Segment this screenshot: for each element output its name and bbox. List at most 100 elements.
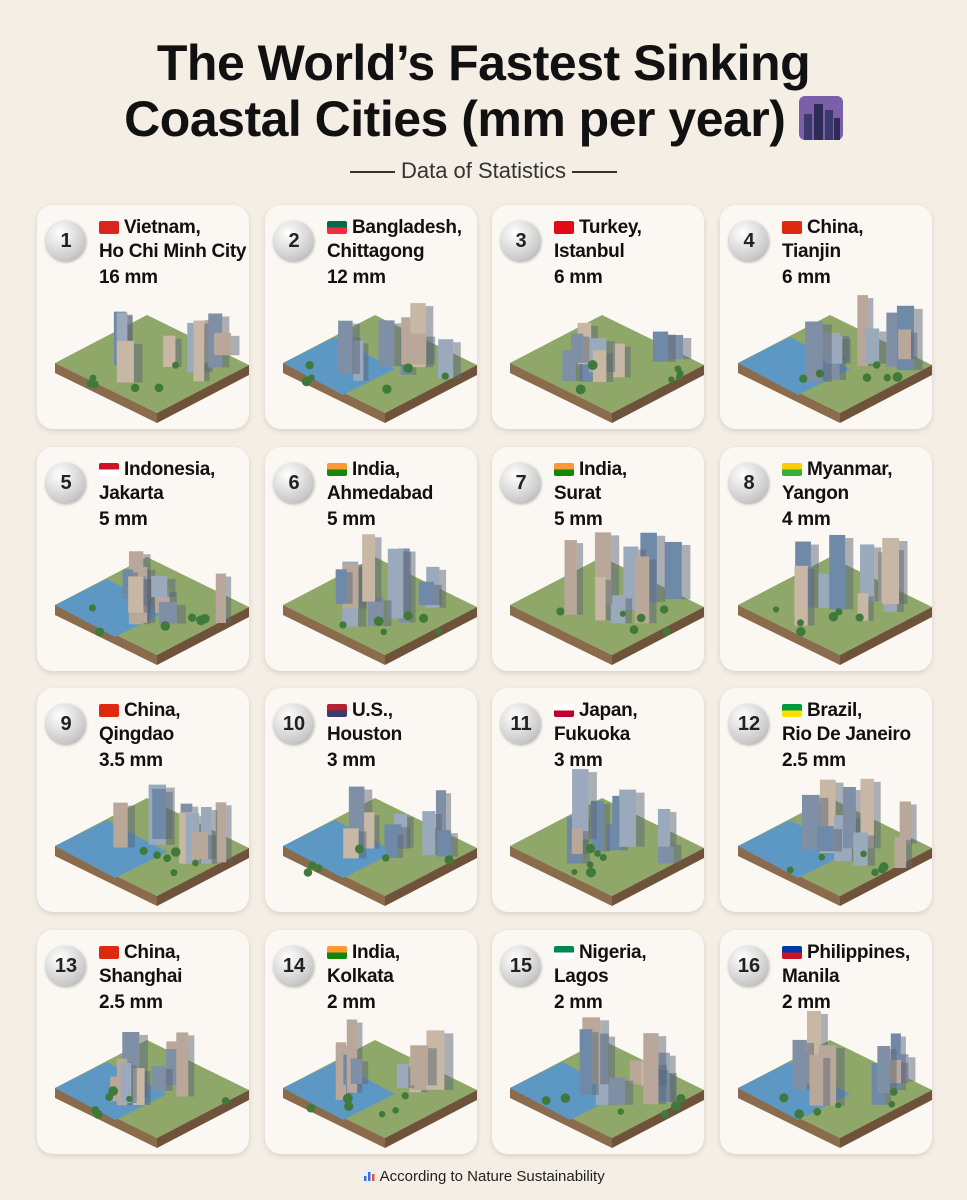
art-shape — [116, 340, 134, 383]
city-name: Houston — [327, 724, 402, 745]
flag — [782, 946, 802, 959]
city-name: Istanbul — [554, 241, 625, 262]
art-shape — [676, 1094, 686, 1104]
art-shape — [818, 573, 832, 609]
art-shape — [810, 544, 819, 608]
art-shape — [874, 547, 882, 602]
art-shape — [283, 605, 385, 665]
art-shape — [158, 601, 177, 624]
country: Nigeria, — [554, 942, 647, 964]
art-shape — [387, 548, 404, 619]
country-name: Vietnam, — [124, 217, 201, 238]
art-shape — [128, 576, 144, 613]
art-shape — [283, 1088, 385, 1148]
art-shape — [380, 628, 387, 636]
art-shape — [910, 332, 918, 360]
art-shape — [192, 859, 199, 867]
city-illustration — [283, 303, 477, 423]
art-shape — [738, 846, 840, 906]
art-shape — [572, 769, 589, 840]
art-shape — [822, 324, 832, 382]
city-illustration — [283, 786, 477, 906]
art-shape — [403, 611, 413, 621]
art-shape — [214, 332, 232, 356]
art-shape — [116, 312, 128, 360]
flag — [327, 946, 347, 959]
art-shape — [139, 1034, 148, 1098]
art-shape — [833, 829, 843, 852]
art-shape — [175, 338, 182, 367]
art-shape — [113, 802, 128, 848]
art-shape — [153, 851, 161, 860]
art-shape — [397, 834, 404, 858]
art-shape — [818, 853, 826, 861]
country-name: India, — [352, 459, 400, 480]
art-shape — [857, 593, 869, 621]
art-shape — [91, 1106, 100, 1115]
art-shape — [867, 835, 875, 866]
rank-badge: 7 — [501, 463, 541, 503]
art-shape — [176, 1032, 189, 1097]
title: The World’s Fastest Sinking — [156, 35, 811, 91]
city-illustration — [738, 295, 932, 423]
art-shape — [668, 334, 676, 362]
art-shape — [796, 619, 804, 627]
art-shape — [908, 1057, 916, 1082]
art-shape — [453, 342, 461, 379]
art-shape — [624, 346, 631, 378]
art-shape — [883, 373, 891, 382]
city-name: Surat — [554, 483, 602, 504]
subtitle-text: Data of Statistics — [400, 158, 567, 183]
art-shape — [151, 575, 168, 598]
art-shape — [401, 827, 411, 849]
art-shape — [738, 1088, 840, 1148]
country: Vietnam, — [99, 217, 201, 239]
art-shape — [163, 854, 172, 863]
art-shape — [840, 607, 932, 665]
art-shape — [659, 605, 669, 614]
art-shape — [625, 598, 633, 624]
art-shape — [805, 321, 823, 382]
art-shape — [170, 869, 178, 877]
sinking-rate: 3 mm — [554, 750, 603, 771]
art-shape — [890, 1049, 897, 1094]
art-shape — [510, 1062, 622, 1120]
city-card: 11 Japan, Fukuoka 3 mm — [492, 688, 704, 912]
country-name: Philippines, — [807, 942, 911, 963]
art-shape — [167, 578, 176, 598]
art-shape — [374, 815, 380, 849]
country-name: Turkey, — [579, 217, 642, 238]
art-shape — [196, 615, 206, 626]
country: Indonesia, — [99, 459, 215, 481]
art-shape — [344, 1101, 354, 1111]
country: Turkey, — [554, 217, 642, 239]
flag — [554, 704, 574, 717]
art-shape — [772, 606, 780, 613]
art-shape — [606, 353, 614, 383]
art-shape — [120, 1062, 132, 1104]
art-shape — [860, 544, 875, 602]
art-shape — [55, 315, 249, 413]
art-shape — [422, 811, 436, 856]
art-shape — [576, 543, 584, 615]
art-shape — [283, 820, 395, 878]
art-shape — [396, 1063, 409, 1089]
city-illustration — [510, 769, 704, 906]
art-shape — [877, 1046, 891, 1094]
art-shape — [157, 848, 249, 906]
art-shape — [571, 333, 584, 363]
flag — [554, 221, 574, 234]
art-shape — [888, 1100, 896, 1108]
art-shape — [382, 854, 390, 862]
art-shape — [585, 867, 596, 878]
art-shape — [55, 846, 157, 906]
art-shape — [595, 577, 606, 621]
art-shape — [226, 805, 232, 863]
art-shape — [144, 1071, 151, 1106]
flag — [554, 946, 574, 959]
art-shape — [592, 1032, 599, 1095]
flag — [327, 221, 347, 234]
art-shape — [407, 816, 414, 848]
city-name: Jakarta — [99, 483, 164, 504]
art-shape — [55, 363, 157, 423]
